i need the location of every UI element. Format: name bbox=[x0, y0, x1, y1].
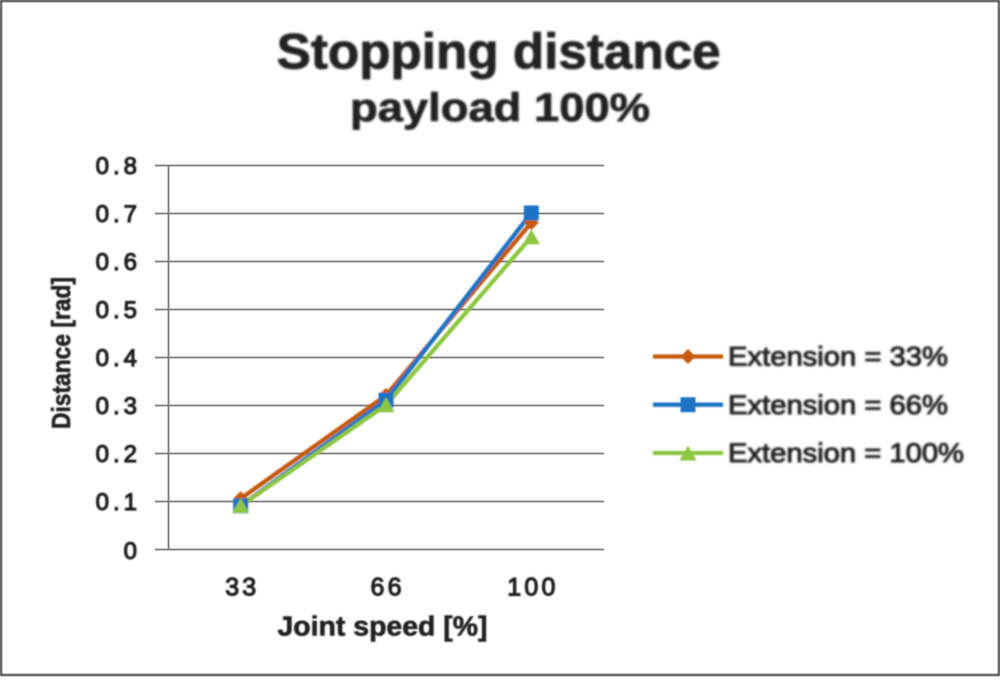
svg-text:0.4: 0.4 bbox=[96, 345, 141, 372]
svg-text:0.1: 0.1 bbox=[96, 489, 141, 516]
svg-text:66: 66 bbox=[370, 574, 404, 602]
svg-text:Joint speed [%]: Joint speed [%] bbox=[278, 611, 488, 642]
svg-text:Distance [rad]: Distance [rad] bbox=[46, 277, 76, 429]
svg-text:Stopping distance: Stopping distance bbox=[277, 24, 721, 80]
svg-text:0.5: 0.5 bbox=[96, 297, 141, 324]
svg-text:Extension = 33%: Extension = 33% bbox=[728, 342, 948, 372]
svg-text:0.2: 0.2 bbox=[96, 441, 141, 468]
svg-text:0.8: 0.8 bbox=[96, 153, 141, 180]
svg-text:Extension = 66%: Extension = 66% bbox=[728, 390, 948, 420]
svg-text:0.7: 0.7 bbox=[96, 201, 141, 228]
svg-text:0.6: 0.6 bbox=[96, 249, 141, 276]
svg-text:payload 100%: payload 100% bbox=[350, 86, 650, 130]
svg-text:0.3: 0.3 bbox=[96, 393, 141, 420]
svg-text:Extension = 100%: Extension = 100% bbox=[728, 438, 964, 468]
svg-text:33: 33 bbox=[225, 574, 259, 602]
svg-text:0: 0 bbox=[124, 538, 141, 565]
svg-text:100: 100 bbox=[507, 574, 558, 602]
